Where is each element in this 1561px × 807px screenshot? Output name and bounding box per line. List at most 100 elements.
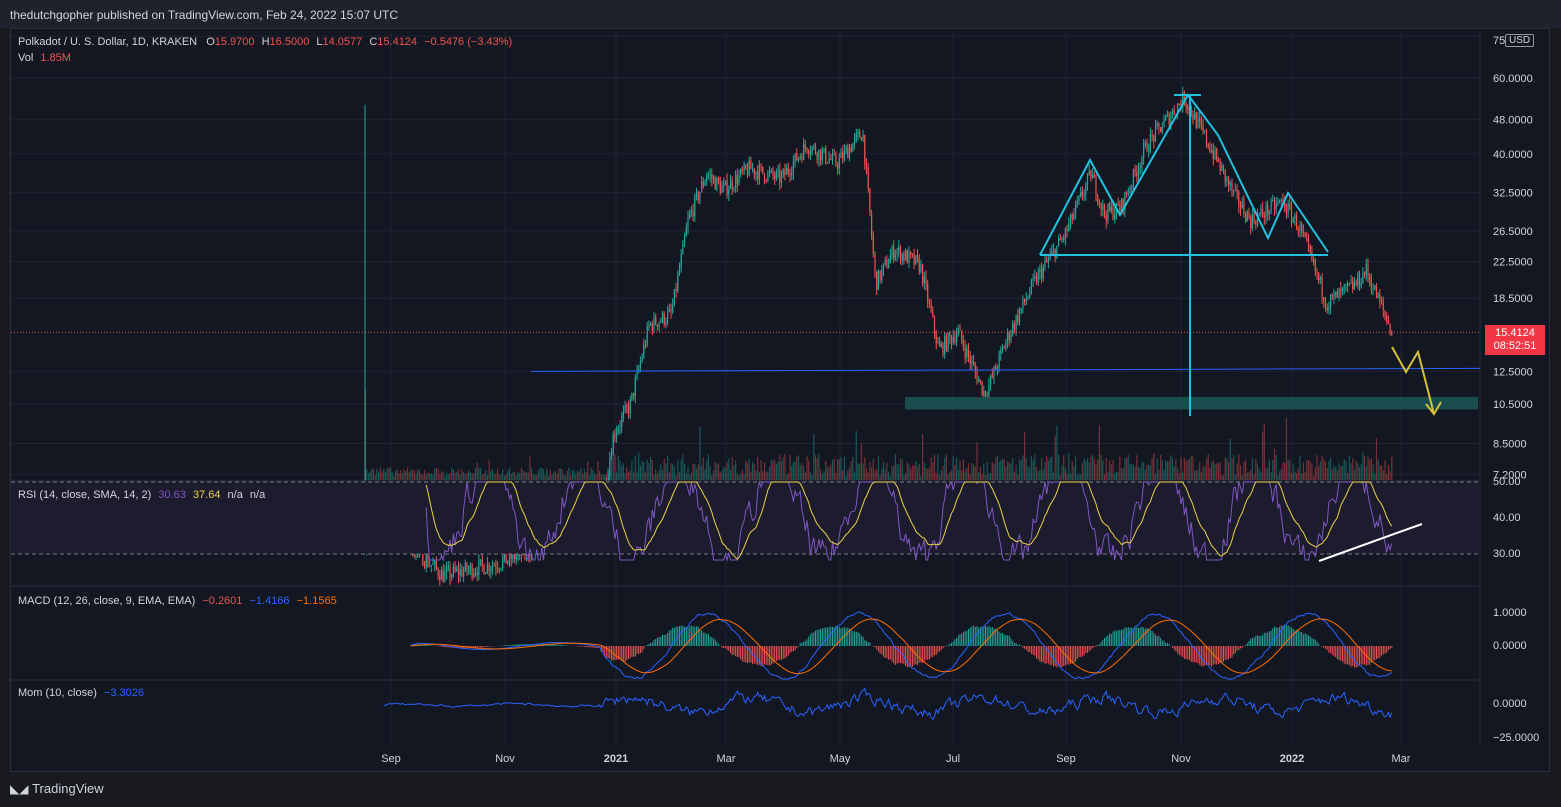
candle-body: [1270, 200, 1272, 212]
macd-hist-bar: [522, 644, 524, 646]
volume-bar: [1316, 455, 1318, 480]
macd-hist-bar: [706, 634, 708, 646]
macd-hist-bar: [1044, 646, 1046, 664]
candle-body: [899, 246, 902, 261]
candle-body: [813, 145, 815, 147]
rsi-value: 30.63: [158, 489, 186, 501]
volume-bar: [799, 465, 801, 480]
candle-body: [833, 153, 835, 155]
macd-hist-bar: [784, 646, 786, 659]
macd-hist-bar: [794, 646, 796, 651]
candle-body: [718, 177, 720, 183]
volume-bar: [976, 442, 978, 480]
target-zone[interactable]: [905, 397, 1478, 410]
candle-body: [714, 177, 716, 190]
pattern-outline[interactable]: [1039, 93, 1329, 256]
volume-bar: [1115, 471, 1117, 480]
volume-bar: [599, 470, 601, 480]
volume-bar: [1379, 465, 1381, 480]
candle-body: [1177, 104, 1179, 115]
volume-bar: [1153, 453, 1155, 480]
candle-body: [1151, 134, 1153, 136]
projection-path[interactable]: [1391, 346, 1435, 415]
macd-hist-bar: [820, 628, 822, 646]
volume-bar: [1112, 459, 1114, 480]
volume-bar: [1209, 468, 1211, 480]
candle-body: [1224, 169, 1226, 182]
candle-body: [969, 356, 971, 364]
volume-bar: [1367, 456, 1369, 480]
rsi-label[interactable]: RSI (14, close, SMA, 14, 2): [18, 489, 152, 501]
macd-hist-bar: [1209, 646, 1211, 666]
rsi-trendline[interactable]: [1318, 523, 1423, 562]
candle-body: [803, 144, 805, 160]
head-and-shoulders-pattern[interactable]: [1039, 93, 1329, 416]
mom-value: −3.3026: [103, 687, 144, 699]
macd-hist-bar: [859, 633, 861, 646]
symbol-name[interactable]: Polkadot / U. S. Dollar, 1D, KRAKEN: [18, 36, 198, 48]
support-line[interactable]: [530, 367, 1481, 372]
candle-body: [753, 168, 755, 175]
candle-body: [1041, 268, 1043, 279]
macd-hist-bar: [891, 646, 893, 662]
volume-bar: [993, 464, 995, 480]
volume-bar: [525, 472, 528, 480]
volume-bar: [779, 454, 781, 480]
volume-bar: [558, 468, 560, 480]
candle-body: [1170, 116, 1172, 125]
currency-button[interactable]: USD: [1505, 34, 1535, 47]
projection-arrowhead[interactable]: [1425, 401, 1442, 416]
volume-bar: [483, 473, 485, 480]
macd-hist-bar: [1308, 635, 1309, 646]
candle-body: [1012, 323, 1014, 335]
candle-body: [1058, 238, 1060, 246]
volume-bar: [446, 472, 448, 480]
time-axis[interactable]: Sep Nov 2021 Mar May Jul Sep Nov 2022 Mar: [381, 753, 1411, 765]
volume-bar: [1187, 459, 1189, 480]
candle-body: [641, 357, 643, 362]
volume-bar: [701, 465, 703, 480]
volume-bar: [886, 462, 888, 480]
candle-body: [508, 551, 511, 561]
volume-bar: [1207, 454, 1209, 480]
macd-hist-bar: [553, 644, 555, 646]
candle-body: [1098, 202, 1100, 204]
volume-bar: [667, 455, 669, 480]
candle-body: [1109, 204, 1111, 211]
mom-label[interactable]: Mom (10, close): [18, 687, 97, 699]
volume-label[interactable]: Vol: [18, 52, 34, 64]
volume-bar: [1258, 468, 1260, 480]
candle-body: [673, 289, 675, 306]
volume-bar: [910, 468, 912, 480]
candle-body: [1029, 292, 1031, 297]
projection-arrow[interactable]: [1391, 346, 1442, 416]
volume-bar: [711, 475, 713, 480]
candle-body: [1250, 217, 1252, 229]
candle-body: [631, 392, 633, 400]
volume-bar: [1080, 474, 1082, 480]
macd-hist-bar: [869, 642, 871, 646]
volume-bar: [935, 473, 937, 480]
macd-label[interactable]: MACD (12, 26, close, 9, EMA, EMA): [18, 595, 196, 607]
macd-hist-bar: [1172, 646, 1173, 648]
candle-body: [828, 158, 830, 163]
candle-body: [1262, 208, 1264, 216]
tradingview-logo[interactable]: ◣◢ TradingView: [10, 781, 104, 796]
macd-hist-bar: [1364, 646, 1366, 665]
volume-bar: [1139, 468, 1141, 480]
price-axis[interactable]: 75.000060.000048.000040.000032.500026.50…: [1493, 35, 1533, 482]
candle-body: [729, 180, 732, 190]
macd-hist-bar: [1158, 636, 1160, 646]
volume-bar: [1081, 463, 1083, 480]
rsi-pane: [11, 480, 1480, 562]
volume-bar: [1234, 474, 1236, 480]
volume-bar: [1044, 461, 1046, 480]
candle-body: [1032, 278, 1034, 281]
candle-body: [1095, 177, 1097, 197]
price-tick-label: 40.0000: [1493, 149, 1533, 161]
candle-body: [638, 368, 640, 371]
volume-bar: [937, 454, 939, 480]
candle-body: [682, 242, 684, 255]
macd-hist-bar: [1070, 646, 1071, 665]
